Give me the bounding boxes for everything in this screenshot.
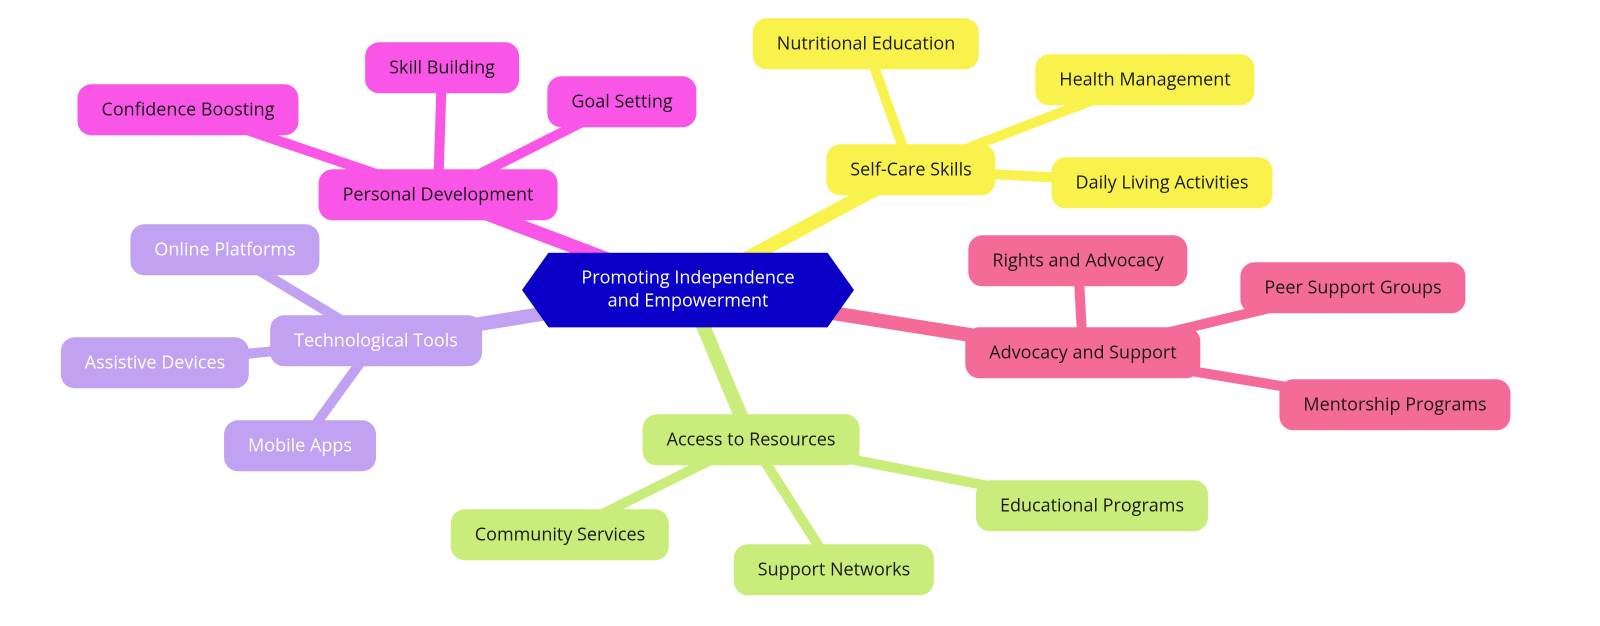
- leaf-educational: Educational Programs: [976, 480, 1208, 531]
- leaf-daily-living-label: Daily Living Activities: [1076, 170, 1249, 194]
- leaf-community: Community Services: [451, 509, 669, 560]
- leaf-skill-building: Skill Building: [365, 42, 519, 93]
- leaf-health-mgmt-label: Health Management: [1059, 67, 1230, 91]
- leaf-mentorship-label: Mentorship Programs: [1303, 392, 1486, 416]
- branch-self-care-label: Self-Care Skills: [850, 157, 971, 181]
- branch-advocacy-label: Advocacy and Support: [989, 340, 1176, 364]
- branch-tech-tools-label: Technological Tools: [294, 328, 458, 352]
- branch-personal-dev-label: Personal Development: [343, 182, 534, 206]
- branch-resources-label: Access to Resources: [667, 427, 836, 451]
- leaf-peer-support-label: Peer Support Groups: [1264, 275, 1441, 299]
- center-node: Promoting Independenceand Empowerment: [522, 253, 854, 328]
- leaf-skill-building-label: Skill Building: [389, 55, 495, 79]
- leaf-mobile-apps-label: Mobile Apps: [248, 433, 352, 457]
- leaf-online-platforms-label: Online Platforms: [154, 237, 295, 261]
- branch-tech-tools: Technological Tools: [270, 315, 482, 366]
- leaf-support-net-label: Support Networks: [758, 557, 910, 581]
- branch-self-care: Self-Care Skills: [826, 144, 995, 195]
- branch-resources: Access to Resources: [643, 414, 860, 465]
- leaf-nutritional-label: Nutritional Education: [777, 31, 955, 55]
- leaf-peer-support: Peer Support Groups: [1240, 262, 1465, 313]
- leaf-goal-setting-label: Goal Setting: [571, 89, 672, 113]
- branch-personal-dev: Personal Development: [319, 169, 558, 220]
- leaf-educational-label: Educational Programs: [1000, 493, 1184, 517]
- leaf-mobile-apps: Mobile Apps: [224, 420, 376, 471]
- leaf-assistive-label: Assistive Devices: [85, 350, 225, 374]
- leaf-confidence: Confidence Boosting: [77, 84, 298, 135]
- leaf-rights-label: Rights and Advocacy: [992, 248, 1163, 272]
- branch-advocacy: Advocacy and Support: [965, 327, 1200, 378]
- center-node-label: Promoting Independenceand Empowerment: [581, 266, 794, 313]
- leaf-online-platforms: Online Platforms: [130, 224, 319, 275]
- leaf-community-label: Community Services: [475, 522, 645, 546]
- leaf-support-net: Support Networks: [734, 544, 934, 595]
- leaf-mentorship: Mentorship Programs: [1279, 379, 1510, 430]
- leaf-nutritional: Nutritional Education: [753, 18, 979, 69]
- leaf-health-mgmt: Health Management: [1035, 54, 1254, 105]
- leaf-daily-living: Daily Living Activities: [1052, 157, 1273, 208]
- leaf-assistive: Assistive Devices: [61, 337, 249, 388]
- leaf-rights: Rights and Advocacy: [968, 235, 1187, 286]
- leaf-confidence-label: Confidence Boosting: [101, 97, 274, 121]
- leaf-goal-setting: Goal Setting: [547, 76, 696, 127]
